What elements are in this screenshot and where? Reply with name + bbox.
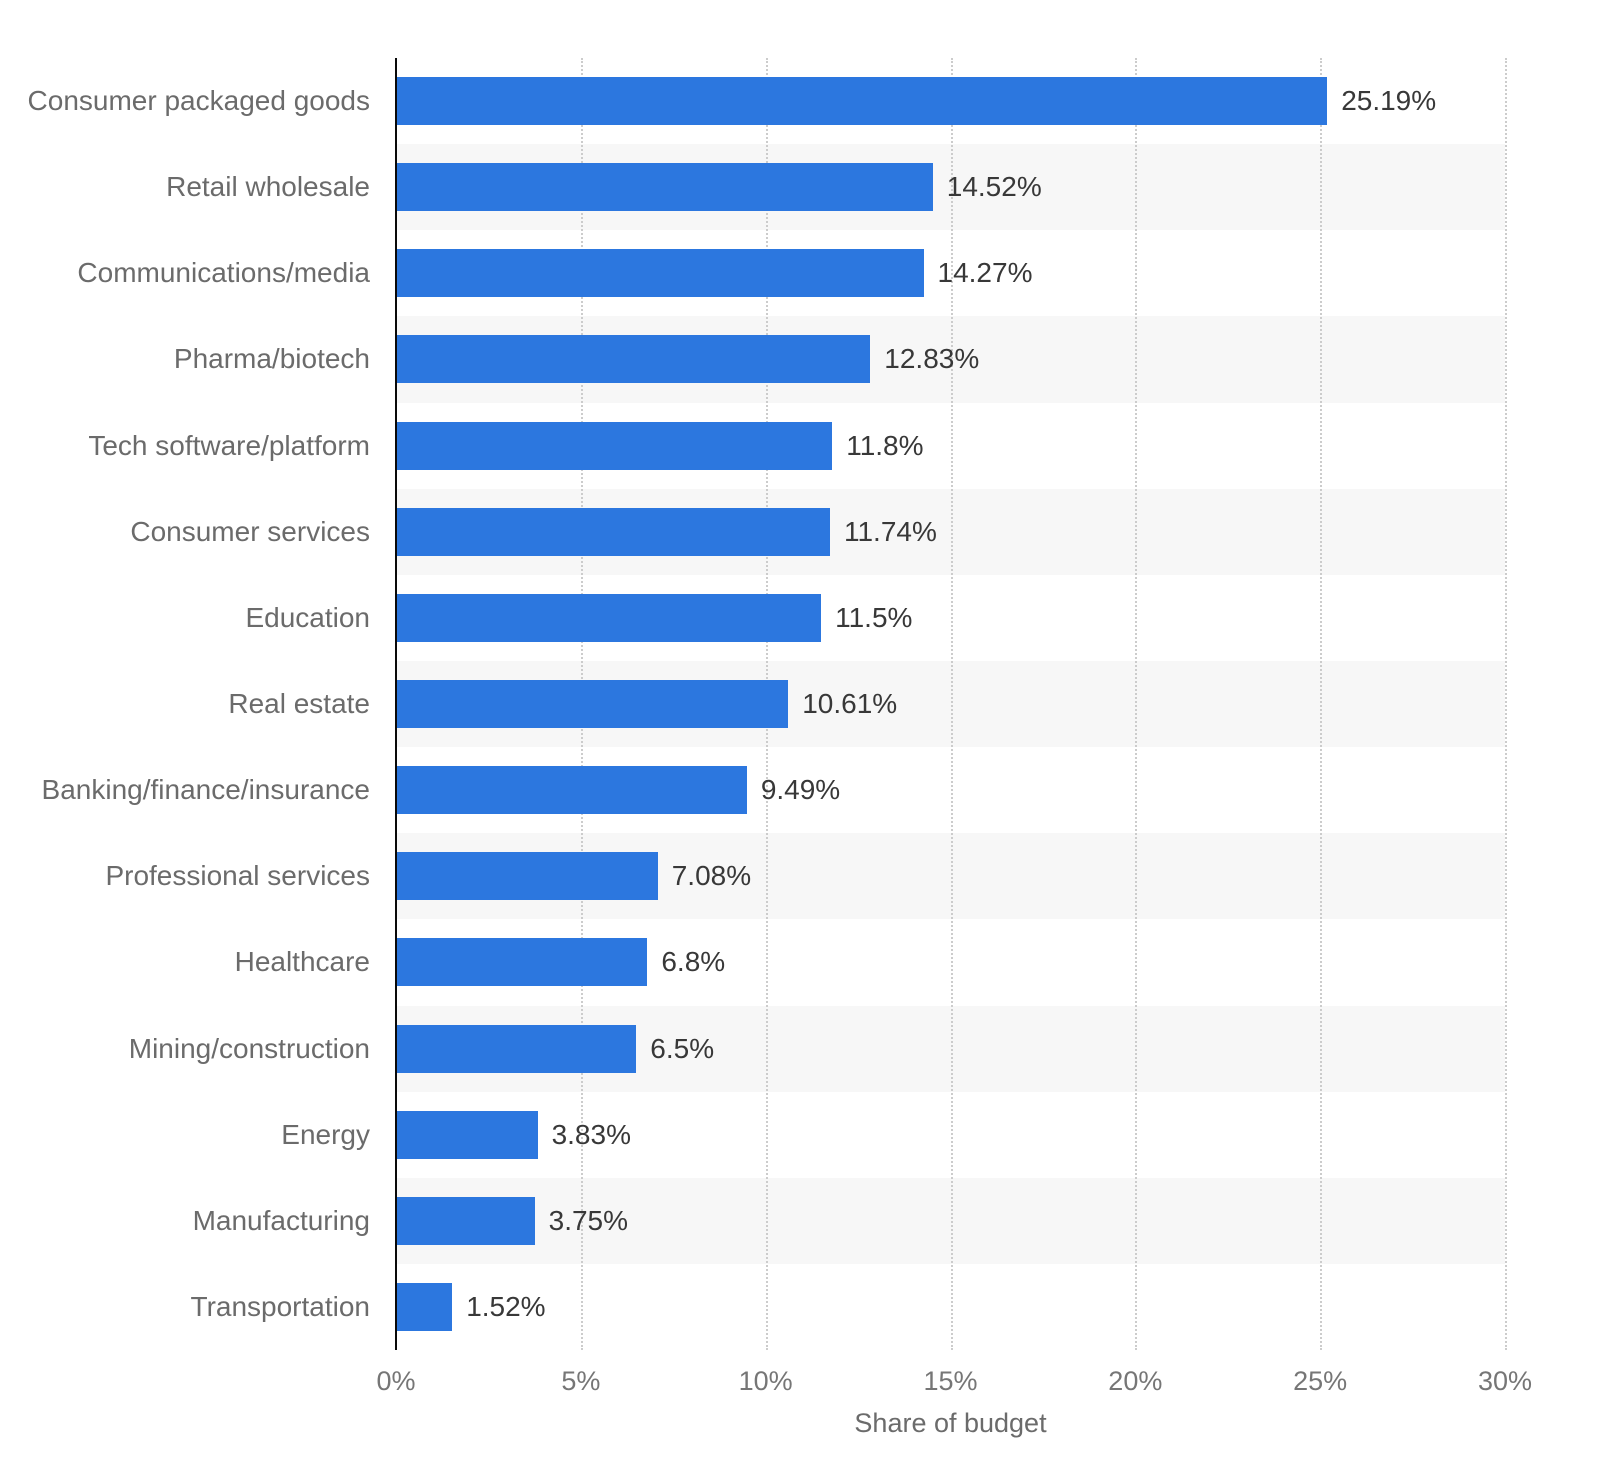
value-label: 11.74% [843,515,937,547]
category-label: Manufacturing [192,1204,370,1236]
category-label: Real estate [228,688,370,720]
chart-row: 6.5% [396,1005,1505,1092]
bar[interactable] [396,335,871,384]
bar[interactable] [396,852,658,901]
category-label: Professional services [105,860,370,892]
bar[interactable] [396,766,747,815]
bar[interactable] [396,1196,535,1245]
bar[interactable] [396,1024,637,1073]
value-label: 6.8% [661,946,726,978]
chart-row: 9.49% [396,747,1505,833]
category-label: Consumer packaged goods [27,85,370,117]
chart-row: 6.8% [396,919,1505,1005]
category-label: Energy [281,1118,370,1150]
bar[interactable] [396,163,933,212]
category-label: Banking/finance/insurance [41,774,370,806]
chart-row: 11.5% [396,575,1505,661]
y-axis-line [395,58,397,1350]
chart-row: 14.52% [396,144,1505,231]
bar[interactable] [396,1283,453,1332]
x-tick-label: 25% [1293,1366,1348,1396]
chart-row: 1.52% [396,1264,1505,1350]
gridline [1505,58,1507,1350]
value-label: 12.83% [884,343,980,375]
chart-row: 3.83% [396,1092,1505,1178]
category-label: Tech software/platform [88,429,370,461]
x-tick-label: 5% [561,1366,601,1396]
value-label: 3.75% [548,1204,629,1236]
value-label: 11.5% [835,601,913,633]
category-label: Retail wholesale [166,171,370,203]
bar[interactable] [396,938,648,987]
bar[interactable] [396,507,830,556]
value-label: 10.61% [802,688,898,720]
value-label: 14.52% [946,171,1042,203]
category-label: Mining/construction [128,1032,370,1064]
x-tick-label: 20% [1108,1366,1163,1396]
chart-row: 12.83% [396,316,1505,403]
value-label: 25.19% [1341,85,1437,117]
category-label: Education [245,601,370,633]
category-label: Communications/media [77,257,370,289]
category-label: Pharma/biotech [173,343,370,375]
value-label: 6.5% [650,1032,715,1064]
bar[interactable] [396,593,822,642]
chart-row: 14.27% [396,230,1505,316]
x-tick-label: 30% [1477,1366,1533,1396]
value-label: 14.27% [937,257,1033,289]
chart-row: 3.75% [396,1177,1505,1264]
chart-row: 10.61% [396,660,1505,748]
category-label: Consumer services [130,515,370,547]
chart-row: 7.08% [396,833,1505,920]
chart-row: 11.8% [396,403,1505,489]
value-label: 11.8% [846,429,924,461]
bar[interactable] [396,77,1328,126]
x-axis-ticks: 0% 5% 10% 15% 20% 25% 30% [376,1366,1532,1398]
chart-row: 11.74% [396,488,1505,575]
x-tick-label: 15% [923,1366,978,1396]
value-label: 7.08% [671,860,752,892]
bar[interactable] [396,680,789,729]
value-label: 9.49% [760,774,841,806]
x-tick-label: 0% [376,1366,416,1396]
bar[interactable] [396,421,833,470]
value-label: 3.83% [551,1118,631,1150]
bar-rows: 25.19% 14.52% 14.27% 12.83% 11.8% 11.74% 11.5%… [396,58,1505,1350]
category-axis-labels: Consumer packaged goods Retail wholesale C… [0,58,396,1350]
x-tick-label: 10% [738,1366,793,1396]
category-label: Healthcare [234,946,370,978]
category-label: Transportation [190,1291,371,1323]
value-label: 1.52% [466,1291,546,1323]
plot-area: 25.19% 14.52% 14.27% 12.83% 11.8% 11.74% 11.5%… [395,58,1507,1350]
chart-row: 25.19% [396,58,1505,144]
bar[interactable] [396,1110,538,1159]
x-axis-title: Share of budget [854,1408,1047,1438]
bar[interactable] [396,249,924,298]
